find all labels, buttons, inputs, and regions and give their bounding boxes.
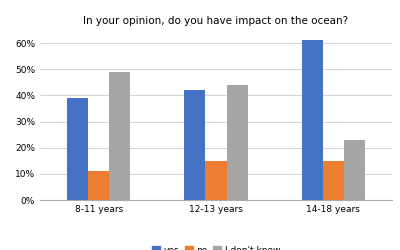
- Bar: [323, 161, 344, 200]
- Legend: yes, no, I don't know: yes, no, I don't know: [148, 242, 284, 250]
- Bar: [302, 40, 323, 200]
- Bar: [184, 90, 206, 200]
- Title: In your opinion, do you have impact on the ocean?: In your opinion, do you have impact on t…: [84, 16, 348, 26]
- Bar: [206, 161, 226, 200]
- Bar: [226, 85, 248, 200]
- Bar: [344, 140, 365, 200]
- Bar: [67, 98, 88, 200]
- Bar: [109, 72, 130, 200]
- Bar: [88, 171, 109, 200]
